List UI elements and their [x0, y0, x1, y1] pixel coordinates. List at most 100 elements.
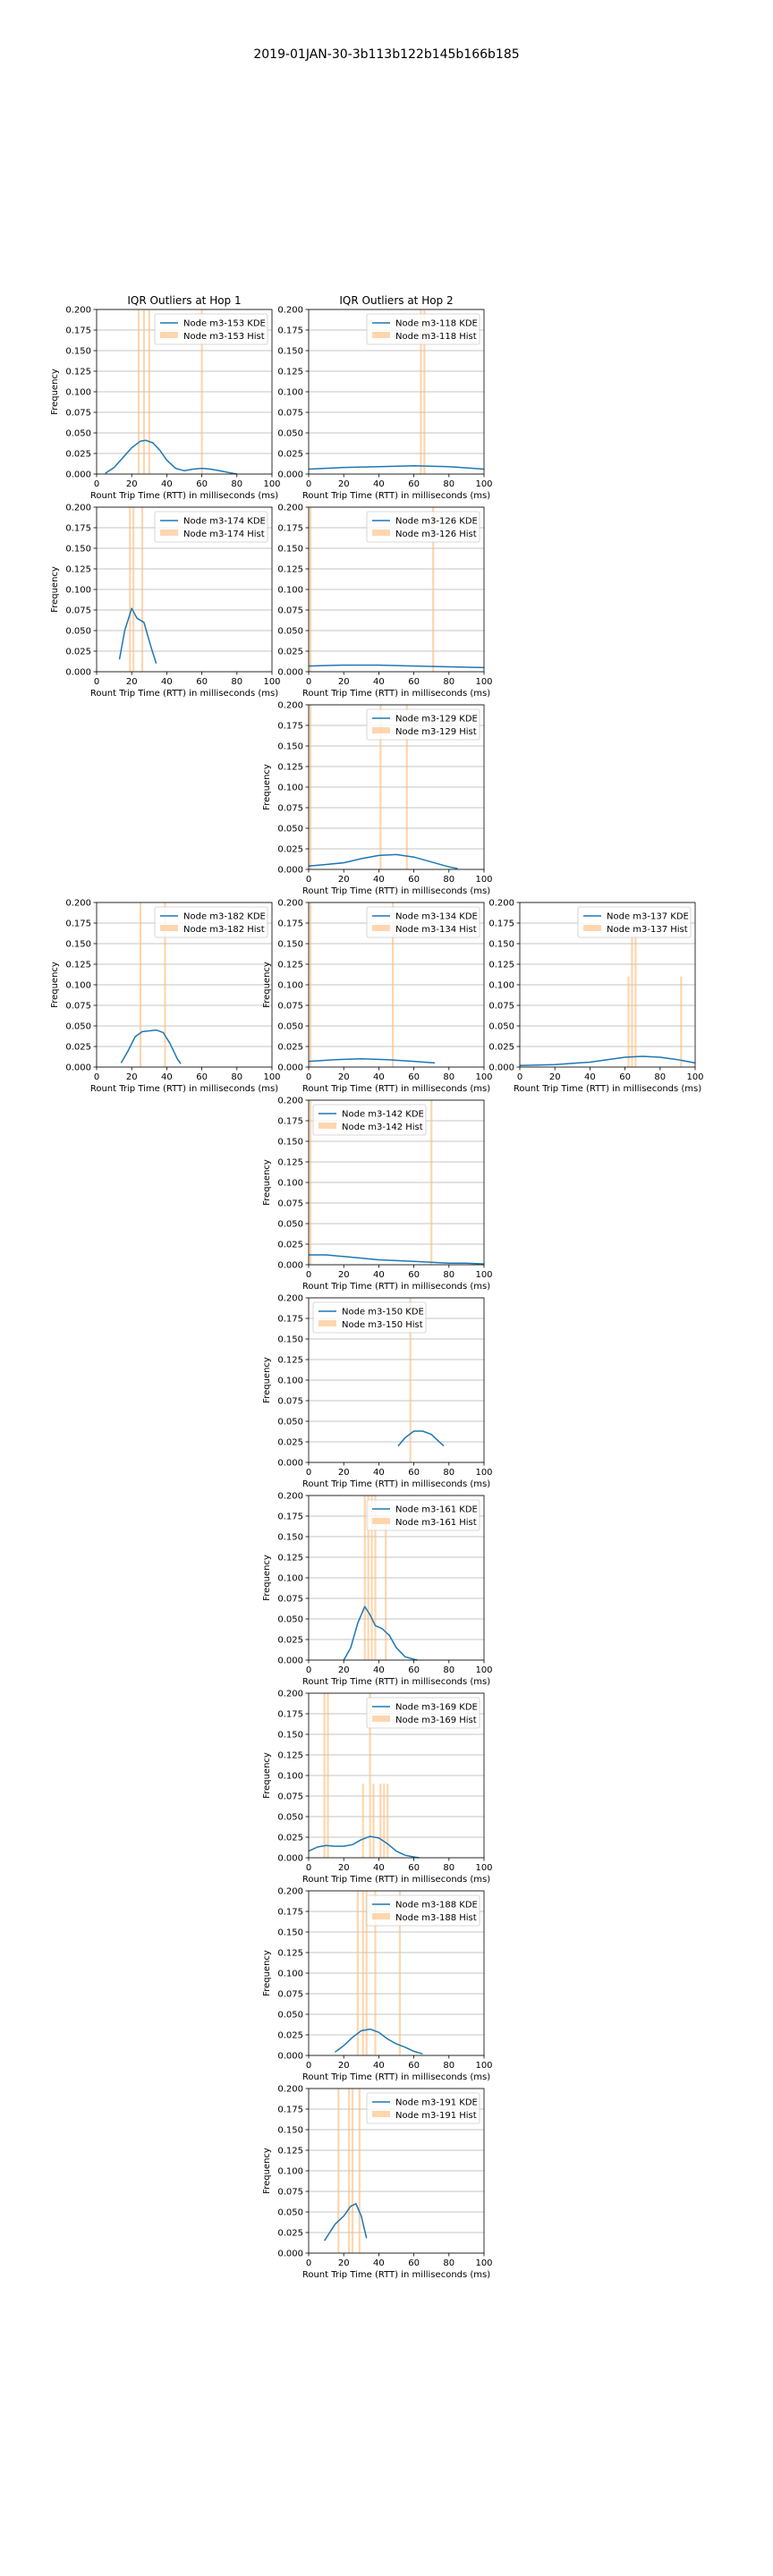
- legend-hist-label: Node m3-118 Hist: [395, 332, 477, 342]
- legend-box: [366, 2092, 480, 2124]
- x-tick-label: 60: [408, 875, 420, 885]
- y-tick-label: 0.125: [277, 961, 303, 970]
- chart-panel-m3-174: 0.000 0.025 0.050 0.075 0.100 0.125 0.150 0.175…: [50, 504, 281, 699]
- y-tick-label: 0.200: [277, 1294, 303, 1304]
- y-tick-label: 0.125: [277, 763, 303, 773]
- x-tick-label: 100: [475, 1270, 492, 1280]
- legend-box: [312, 1301, 427, 1334]
- y-tick-label: 0.000: [277, 2052, 303, 2062]
- chart-panel-m3-142: 0.000 0.025 0.050 0.075 0.100 0.125 0.150 0.175…: [262, 1097, 493, 1292]
- y-tick-label: 0.050: [277, 1022, 303, 1032]
- hist-bar: [309, 705, 312, 869]
- y-tick-label: 0.150: [277, 545, 303, 555]
- y-tick-label: 0.175: [277, 524, 303, 534]
- legend-kde-label: Node m3-150 KDE: [342, 1308, 424, 1318]
- y-tick-label: 0.050: [277, 1418, 303, 1428]
- kde-line: [308, 853, 458, 869]
- legend: Node m3-188 KDE Node m3-188 Hist: [366, 1894, 480, 1927]
- x-axis-label: Rount Trip Time (RTT) in milliseconds (m…: [302, 1875, 490, 1885]
- axes-frame: [308, 1692, 485, 1859]
- y-tick-label: 0.075: [277, 1002, 303, 1012]
- x-tick-label: 60: [408, 2258, 420, 2268]
- x-tick-label: 0: [306, 677, 311, 687]
- legend-kde-label: Node m3-129 KDE: [395, 715, 478, 724]
- chart-panel-m3-126: 0.000 0.025 0.050 0.075 0.100 0.125 0.150 0.175…: [277, 504, 492, 699]
- x-tick-label: 40: [373, 1665, 385, 1675]
- legend-hist-swatch: [372, 727, 390, 733]
- kde-line: [334, 2028, 423, 2055]
- y-tick-label: 0.100: [277, 2167, 303, 2177]
- x-tick-label: 100: [475, 1863, 492, 1873]
- x-axis-label: Rount Trip Time (RTT) in milliseconds (m…: [302, 2270, 490, 2280]
- chart-panel-m3-153: 0.000 0.025 0.050 0.075 0.100 0.125 0.150 0.175…: [50, 294, 281, 501]
- x-tick-label: 40: [373, 1072, 385, 1082]
- legend-hist-swatch: [372, 925, 390, 931]
- hist-bar: [680, 976, 683, 1067]
- hist-bar: [309, 1100, 312, 1265]
- x-tick-label: 40: [161, 479, 173, 489]
- legend-kde-label: Node m3-142 KDE: [342, 1110, 424, 1120]
- x-tick-label: 60: [408, 1468, 420, 1478]
- x-tick-label: 60: [408, 1072, 420, 1082]
- x-tick-label: 40: [584, 1072, 596, 1082]
- y-tick-label: 0.000: [277, 668, 303, 678]
- y-tick-label: 0.025: [277, 1438, 303, 1448]
- x-tick-label: 40: [373, 875, 385, 885]
- legend-kde-label: Node m3-188 KDE: [395, 1901, 478, 1911]
- hist-bar: [351, 2089, 354, 2253]
- y-tick-label: 0.100: [277, 784, 303, 793]
- y-tick-label: 0.000: [277, 1261, 303, 1271]
- chart-panel-m3-134: 0.000 0.025 0.050 0.075 0.100 0.125 0.150 0.175…: [262, 899, 493, 1095]
- y-tick-label: 0.100: [277, 388, 303, 398]
- legend-kde-label: Node m3-137 KDE: [607, 912, 689, 922]
- y-tick-label: 0.150: [488, 940, 514, 950]
- legend-hist-label: Node m3-188 Hist: [395, 1913, 477, 1923]
- hist-bar: [137, 309, 140, 474]
- legend-box: [366, 511, 480, 543]
- kde-line: [308, 1058, 436, 1064]
- x-tick-label: 20: [338, 1468, 350, 1478]
- hist-bar: [358, 2089, 361, 2253]
- y-tick-label: 0.050: [277, 1220, 303, 1230]
- y-tick-label: 0.075: [277, 2188, 303, 2198]
- kde-line: [120, 1029, 182, 1064]
- x-axis-label: Rount Trip Time (RTT) in milliseconds (m…: [302, 1479, 490, 1489]
- y-tick-label: 0.150: [277, 1533, 303, 1543]
- legend-hist-swatch: [319, 1320, 336, 1326]
- y-tick-label: 0.175: [277, 919, 303, 929]
- legend: Node m3-174 KDE Node m3-174 Hist: [154, 511, 268, 543]
- x-tick-label: 80: [443, 1468, 454, 1478]
- x-tick-label: 20: [338, 2258, 350, 2268]
- x-tick-label: 100: [475, 1665, 492, 1675]
- legend: Node m3-150 KDE Node m3-150 Hist: [312, 1301, 427, 1334]
- y-tick-label: 0.100: [277, 1772, 303, 1782]
- y-tick-label: 0.175: [277, 1710, 303, 1720]
- x-tick-label: 40: [373, 1863, 385, 1873]
- chart-panel-m3-118: 0.000 0.025 0.050 0.075 0.100 0.125 0.150 0.175…: [277, 294, 492, 501]
- x-tick-label: 0: [306, 1468, 311, 1478]
- hist-bar: [432, 507, 435, 672]
- x-tick-label: 80: [443, 1665, 454, 1675]
- y-tick-label: 0.150: [277, 1928, 303, 1938]
- y-tick-label: 0.200: [277, 504, 303, 513]
- x-tick-label: 60: [408, 1665, 420, 1675]
- hist-bar: [347, 2089, 351, 2253]
- legend-hist-swatch: [372, 530, 390, 536]
- axes-frame: [96, 309, 273, 475]
- y-tick-label: 0.075: [65, 1002, 91, 1012]
- kde-line: [308, 1835, 420, 1859]
- y-tick-label: 0.200: [65, 899, 91, 909]
- x-tick-label: 20: [126, 479, 138, 489]
- y-tick-label: 0.000: [65, 1063, 91, 1073]
- panel-title: IQR Outliers at Hop 1: [127, 294, 241, 307]
- x-tick-label: 20: [338, 1665, 350, 1675]
- y-tick-label: 0.050: [65, 1022, 91, 1032]
- axes-frame: [308, 902, 485, 1068]
- y-tick-label: 0.050: [277, 627, 303, 637]
- x-tick-label: 80: [443, 2258, 454, 2268]
- x-tick-label: 100: [475, 2061, 492, 2071]
- y-tick-label: 0.125: [277, 1554, 303, 1563]
- kde-line: [343, 1606, 418, 1661]
- x-axis-label: Rount Trip Time (RTT) in milliseconds (m…: [302, 1677, 490, 1687]
- kde-line: [308, 465, 485, 470]
